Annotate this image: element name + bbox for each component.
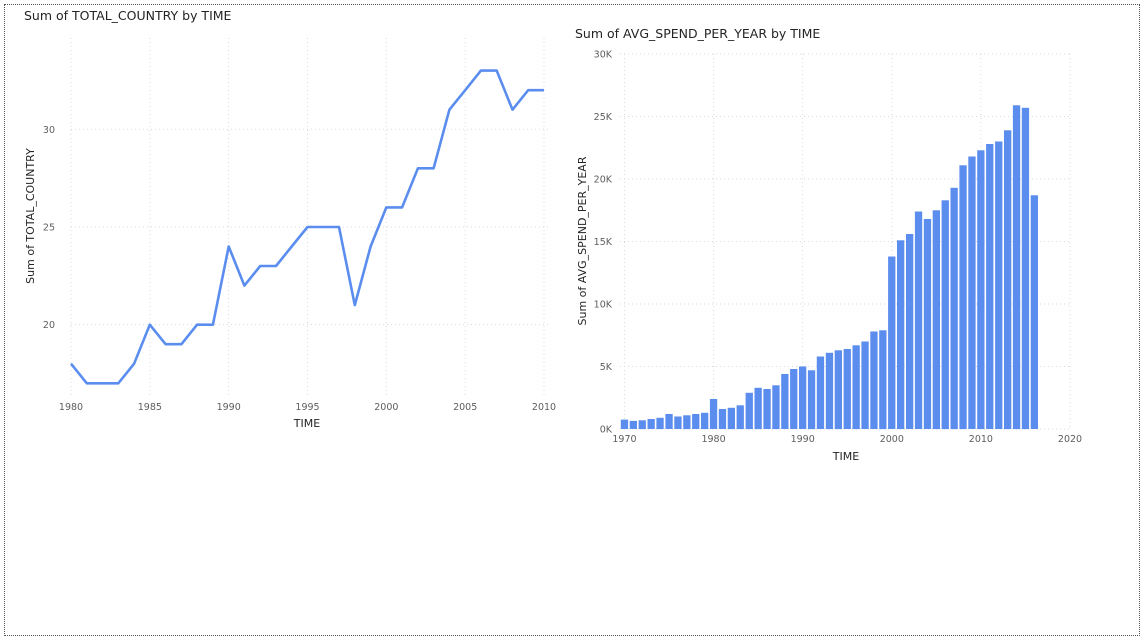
bar-chart-title: Sum of AVG_SPEND_PER_YEAR by TIME: [575, 26, 821, 41]
bar-2015[interactable]: [1021, 107, 1030, 430]
bar-x-axis-title: TIME: [832, 450, 859, 463]
line-x-tick-label: 1980: [59, 402, 83, 413]
bar-2004[interactable]: [923, 219, 932, 429]
bar-1970[interactable]: [620, 419, 629, 429]
bar-1972[interactable]: [638, 420, 646, 430]
line-chart-svg: 20 25 30 1980 1985 1990 1995 2000 2005 2010 TIME…: [24, 38, 556, 430]
bar-y-axis-title: Sum of AVG_SPEND_PER_YEAR: [576, 156, 589, 325]
line-x-tick-label: 2010: [532, 402, 556, 413]
line-x-axis-title: TIME: [293, 417, 320, 430]
bar-1982[interactable]: [727, 407, 735, 430]
bar-1978[interactable]: [692, 414, 700, 429]
bar-2014[interactable]: [1012, 105, 1021, 430]
line-x-tick-label: 1990: [217, 402, 241, 413]
bar-1975[interactable]: [665, 414, 673, 429]
line-chart-visual[interactable]: Sum of TOTAL_COUNTRY by TIME 20 25 30 1980…: [0, 0, 570, 450]
bar-2007[interactable]: [950, 187, 958, 430]
line-series-total-country[interactable]: [69, 69, 544, 385]
bar-1988[interactable]: [781, 374, 789, 429]
bar-x-tick-label: 2000: [880, 434, 904, 445]
bar-2001[interactable]: [897, 240, 905, 430]
bar-chart-svg: 0K 5K 10K 15K 20K 25K 30K 1970 1980 1990 2000 2010…: [576, 50, 1082, 464]
bar-1983[interactable]: [736, 405, 744, 430]
bar-1984[interactable]: [745, 392, 753, 430]
bar-1997[interactable]: [861, 341, 869, 430]
bar-1993[interactable]: [825, 352, 834, 430]
bar-1989[interactable]: [790, 369, 798, 429]
bar-y-tick-label: 30K: [594, 50, 613, 61]
bar-2009[interactable]: [968, 156, 976, 430]
bar-1999[interactable]: [879, 330, 887, 430]
bar-y-tick-label: 15K: [594, 237, 613, 248]
bar-1977[interactable]: [683, 415, 691, 430]
bar-2002[interactable]: [906, 234, 914, 429]
line-y-axis-title: Sum of TOTAL_COUNTRY: [24, 148, 37, 284]
bar-1980[interactable]: [709, 399, 718, 429]
bar-1986[interactable]: [763, 389, 771, 429]
bar-x-tick-label: 2010: [969, 434, 993, 445]
line-x-tick-label: 1985: [138, 402, 162, 413]
bar-1976[interactable]: [674, 416, 682, 430]
bar-2000[interactable]: [888, 256, 896, 430]
report-canvas: [4, 4, 1140, 636]
bar-y-tick-label: 5K: [600, 362, 613, 373]
bar-1985[interactable]: [754, 387, 762, 430]
bar-1971[interactable]: [629, 420, 637, 429]
bar-x-tick-label: 1980: [701, 434, 725, 445]
bar-1990[interactable]: [799, 366, 807, 430]
line-y-tick-label: 20: [43, 320, 55, 331]
bar-1987[interactable]: [772, 385, 780, 430]
bar-1979[interactable]: [701, 412, 709, 430]
bar-2012[interactable]: [995, 141, 1003, 430]
bar-2006[interactable]: [941, 200, 949, 430]
bar-2005[interactable]: [932, 210, 940, 430]
bar-1974[interactable]: [656, 417, 664, 430]
bar-1973[interactable]: [647, 419, 655, 429]
line-x-tick-label: 2005: [453, 402, 477, 413]
bar-y-tick-label: 0K: [600, 425, 613, 436]
bar-1998[interactable]: [870, 331, 878, 430]
bar-1992[interactable]: [816, 356, 825, 430]
line-y-tick-label: 25: [43, 222, 55, 233]
bar-1994[interactable]: [834, 350, 842, 430]
bar-x-tick-label: 1970: [612, 434, 636, 445]
line-x-tick-label: 1995: [295, 402, 319, 413]
bar-2013[interactable]: [1004, 130, 1012, 430]
bar-chart-visual[interactable]: Sum of AVG_SPEND_PER_YEAR by TIME 0K 5K 10…: [570, 0, 1140, 470]
bar-2008[interactable]: [959, 165, 967, 430]
bar-y-tick-label: 20K: [594, 175, 613, 186]
bar-1995[interactable]: [843, 349, 851, 429]
bar-1981[interactable]: [718, 409, 727, 429]
line-x-tick-label: 2000: [374, 402, 398, 413]
line-chart-title: Sum of TOTAL_COUNTRY by TIME: [24, 8, 232, 23]
bar-2010[interactable]: [977, 150, 985, 430]
bar-1996[interactable]: [852, 345, 860, 430]
bar-2016[interactable]: [1030, 195, 1038, 429]
bar-x-tick-label: 2020: [1058, 434, 1082, 445]
bar-x-tick-label: 1990: [791, 434, 815, 445]
bar-y-tick-label: 25K: [594, 112, 613, 123]
bar-2011[interactable]: [986, 144, 994, 429]
bar-1991[interactable]: [807, 370, 816, 430]
bar-2003[interactable]: [914, 211, 923, 430]
bar-y-tick-label: 10K: [594, 300, 613, 311]
line-y-tick-label: 30: [43, 125, 55, 136]
